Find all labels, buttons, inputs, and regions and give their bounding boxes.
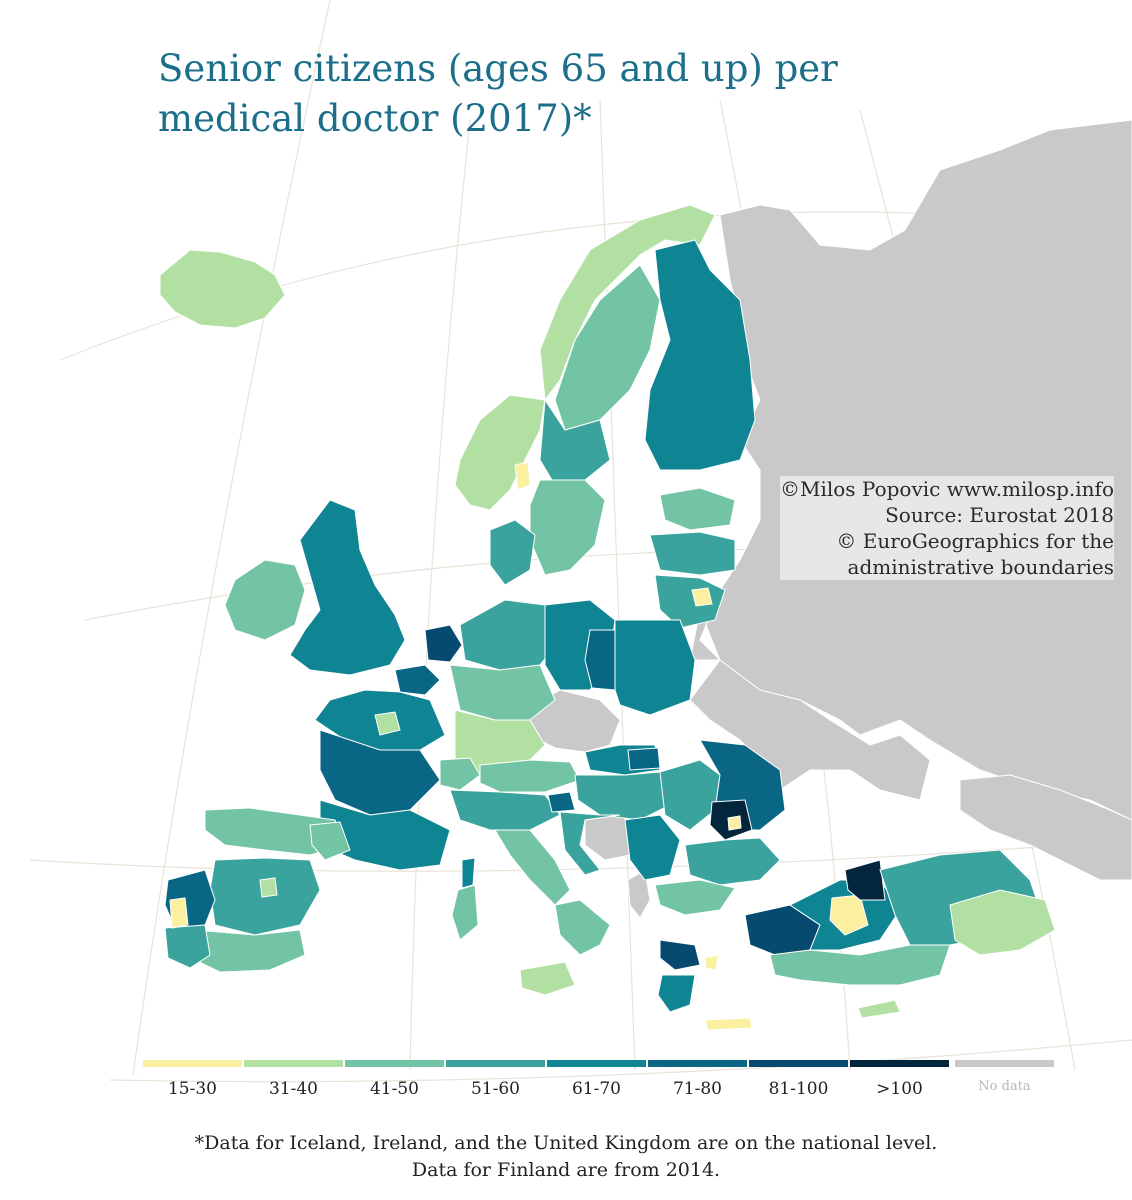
credit-boundaries-2: administrative boundaries xyxy=(779,554,1114,580)
legend-swatch xyxy=(547,1060,646,1067)
region-ireland xyxy=(224,559,306,641)
region-black-sea-coast xyxy=(689,659,931,801)
legend-label: 51-60 xyxy=(470,1079,520,1099)
region-hungary xyxy=(574,771,671,821)
no-data-regions xyxy=(527,119,1132,919)
legend-swatch xyxy=(345,1060,444,1067)
data-regions xyxy=(159,204,1056,1031)
region-slovakia-east xyxy=(627,747,661,771)
footnote-line-1: *Data for Iceland, Ireland, and the Unit… xyxy=(194,1132,938,1154)
region-sweden-central xyxy=(539,398,611,486)
title-line-1: Senior citizens (ages 65 and up) per xyxy=(158,47,838,90)
legend: 15-30 31-40 41-50 51-60 61-70 71-80 81-1… xyxy=(143,1060,1055,1110)
region-bucharest-capital xyxy=(727,815,742,831)
title-line-2: medical doctor (2017)* xyxy=(158,97,592,140)
legend-item: 41-50 xyxy=(345,1060,444,1099)
legend-item: 61-70 xyxy=(547,1060,646,1099)
graticule-line xyxy=(132,0,331,1076)
region-sweden-north xyxy=(554,264,661,431)
footnote: *Data for Iceland, Ireland, and the Unit… xyxy=(0,1130,1132,1184)
credit-author: ©Milos Popovic www.milosp.info xyxy=(779,476,1114,502)
region-croatia xyxy=(559,811,621,876)
legend-swatch xyxy=(143,1060,242,1067)
region-latvia xyxy=(649,531,736,576)
region-switzerland xyxy=(439,757,481,791)
legend-swatch xyxy=(648,1060,747,1067)
footnote-line-2: Data for Finland are from 2014. xyxy=(411,1159,721,1181)
region-paris xyxy=(374,711,401,736)
legend-label: 41-50 xyxy=(369,1079,419,1099)
legend-label: 31-40 xyxy=(268,1079,318,1099)
legend-item: 71-80 xyxy=(648,1060,747,1099)
legend-label: 71-80 xyxy=(672,1079,722,1099)
region-greece-south xyxy=(657,974,696,1013)
legend-swatch xyxy=(446,1060,545,1067)
region-denmark xyxy=(489,519,536,586)
region-poland-east xyxy=(614,619,696,716)
region-portugal-lisbon xyxy=(169,897,189,929)
region-slovenia xyxy=(547,791,576,813)
region-sweden-south xyxy=(529,479,606,576)
region-turkey-southeast xyxy=(949,889,1056,956)
region-italy-central xyxy=(494,829,571,906)
legend-item: 51-60 xyxy=(446,1060,545,1099)
region-turkey-south xyxy=(769,944,951,986)
region-turkey-north xyxy=(844,859,886,901)
region-estonia xyxy=(659,487,736,531)
legend-item-no-data: No data xyxy=(955,1060,1054,1094)
region-lithuania-capital xyxy=(691,587,713,607)
legend-item: >100 xyxy=(850,1060,949,1099)
region-corsica xyxy=(461,857,476,889)
region-uk xyxy=(289,499,406,676)
region-cyprus xyxy=(857,999,901,1019)
region-greece-central xyxy=(659,939,701,971)
legend-label: 61-70 xyxy=(571,1079,621,1099)
legend-label: >100 xyxy=(876,1079,923,1099)
region-madrid xyxy=(259,877,278,898)
credit-boundaries-1: © EuroGeographics for the xyxy=(779,528,1114,554)
region-netherlands xyxy=(424,624,463,663)
region-italy-south xyxy=(554,899,611,956)
region-greece-north xyxy=(654,879,736,916)
region-spain-south xyxy=(194,929,306,973)
region-bulgaria xyxy=(684,837,781,886)
legend-item: 31-40 xyxy=(244,1060,343,1099)
region-finland xyxy=(644,239,756,471)
region-catalonia xyxy=(309,821,351,861)
legend-swatch xyxy=(244,1060,343,1067)
region-oslo xyxy=(514,461,531,491)
credit-source: Source: Eurostat 2018 xyxy=(779,502,1114,528)
region-crete xyxy=(704,1017,753,1031)
legend-swatch xyxy=(749,1060,848,1067)
region-norway-south xyxy=(454,394,546,511)
legend-swatch xyxy=(955,1060,1054,1067)
credits: ©Milos Popovic www.milosp.info Source: E… xyxy=(779,476,1114,580)
region-belgium xyxy=(394,664,441,696)
region-caucasus xyxy=(959,774,1132,881)
graticule-line xyxy=(409,119,471,1071)
legend-label: No data xyxy=(978,1079,1031,1094)
legend-swatch xyxy=(850,1060,949,1067)
region-sardinia xyxy=(451,884,479,941)
legend-item: 15-30 xyxy=(143,1060,242,1099)
region-italy-north xyxy=(449,789,561,831)
map-title: Senior citizens (ages 65 and up) per med… xyxy=(158,44,918,144)
legend-label: 81-100 xyxy=(768,1079,829,1099)
region-serbia xyxy=(624,814,681,881)
region-sicily xyxy=(519,961,576,996)
region-norway-north xyxy=(539,204,716,402)
graticule-line xyxy=(109,1039,1132,1083)
legend-label: 15-30 xyxy=(167,1079,217,1099)
region-germany-central xyxy=(449,664,556,721)
region-portugal-south xyxy=(164,924,211,969)
region-austria xyxy=(479,759,581,793)
region-iceland xyxy=(159,249,286,329)
region-greek-islands xyxy=(704,954,719,971)
legend-item: 81-100 xyxy=(749,1060,848,1099)
